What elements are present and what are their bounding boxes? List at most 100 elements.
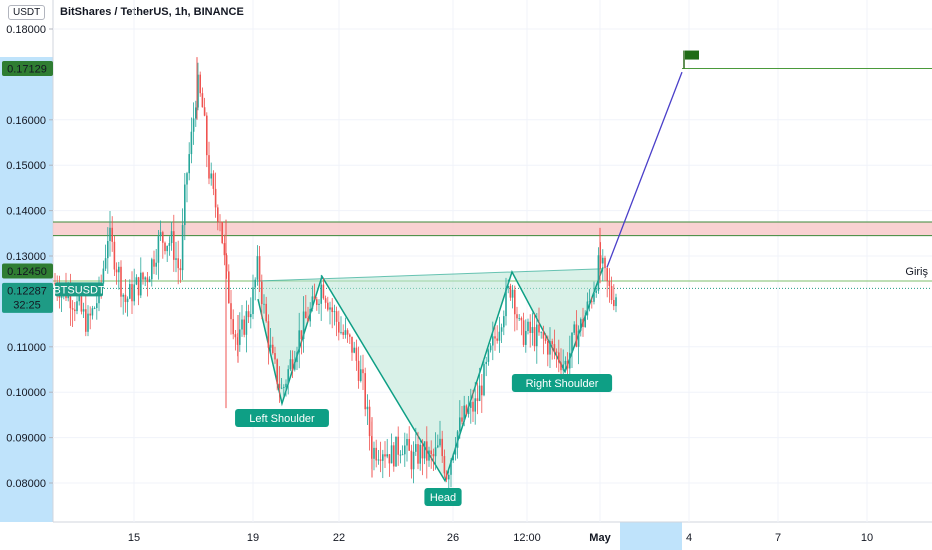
candle-body — [181, 225, 184, 271]
candle-body — [582, 319, 584, 327]
projection-line — [606, 71, 683, 268]
candle-body — [597, 255, 600, 291]
candle-body — [595, 290, 597, 293]
x-tick-label: 12:00 — [513, 532, 541, 544]
candle-body — [421, 444, 424, 459]
candle-body — [547, 340, 549, 355]
x-tick-label: 26 — [447, 532, 459, 544]
candle-body — [426, 441, 428, 461]
entry-price-badge-text: 0.12450 — [7, 266, 47, 278]
candle-body — [509, 285, 512, 298]
candle-body — [195, 107, 197, 119]
candle-body — [467, 407, 470, 415]
candle-body — [478, 385, 481, 402]
candle-body — [142, 272, 144, 280]
candle-body — [247, 311, 250, 318]
candle-body — [511, 289, 514, 298]
candle-body — [214, 188, 217, 208]
candle-body — [234, 334, 237, 338]
resistance-zone-fill[interactable] — [53, 221, 932, 236]
candle-body — [71, 308, 74, 310]
resistance-zone[interactable] — [53, 221, 932, 237]
candle-body — [503, 316, 505, 328]
x-tick-label: 15 — [128, 532, 140, 544]
time-axis[interactable]: 15 19 22 26 12:00 May 4 7 10 — [128, 532, 873, 544]
candle-body — [333, 311, 336, 313]
candle-body — [386, 454, 388, 457]
candle-body — [302, 311, 305, 340]
candle-body — [217, 207, 219, 222]
candle-body — [298, 330, 300, 353]
candle-body — [203, 107, 206, 116]
candle-body — [599, 255, 602, 264]
candle-body — [263, 303, 265, 305]
candle-body — [170, 231, 173, 244]
candle-body — [274, 353, 276, 360]
candle-body — [289, 359, 292, 370]
candle-body — [461, 417, 463, 422]
candle-body — [285, 383, 287, 388]
candle-body — [307, 318, 309, 322]
candle-body — [357, 360, 360, 381]
candle-body — [102, 268, 105, 284]
candle-body — [525, 331, 527, 345]
candle-body — [120, 266, 122, 297]
candle-body — [212, 173, 215, 189]
candle-body — [113, 241, 116, 270]
current-price-badge-countdown: 32:25 — [13, 299, 41, 311]
flag-icon[interactable] — [685, 50, 699, 60]
candle-body — [269, 344, 272, 348]
candle-body — [346, 330, 349, 335]
candle-body — [516, 314, 518, 319]
candle-body — [544, 338, 547, 341]
candle-body — [410, 450, 413, 470]
candle-body — [93, 307, 96, 309]
candle-body — [362, 369, 364, 374]
candle-body — [166, 245, 168, 252]
candle-body — [137, 277, 140, 296]
candle-body — [406, 438, 408, 446]
candle-body — [153, 259, 155, 267]
candle-body — [258, 256, 261, 282]
target-price-badge — [2, 61, 53, 77]
candle-body — [327, 302, 329, 310]
candle-body — [157, 236, 160, 263]
candle-body — [498, 331, 501, 341]
candle-body — [580, 319, 582, 331]
y-tick-label: 0.09000 — [6, 433, 46, 445]
candle-body — [335, 311, 338, 322]
currency-badge[interactable]: USDT — [8, 5, 46, 20]
candle-body — [360, 369, 362, 381]
candle-body — [164, 242, 166, 252]
candle-body — [470, 401, 472, 408]
candle-body — [373, 447, 375, 459]
candle-body — [533, 327, 536, 347]
candle-body — [456, 431, 459, 448]
grid — [53, 0, 932, 522]
pattern-label-badge — [235, 409, 329, 427]
candle-body — [250, 314, 252, 318]
price-axis[interactable]: 0.18000 0.16000 0.15000 0.14000 0.13000 0.110… — [2, 24, 53, 490]
candle-body — [500, 327, 503, 332]
candle-body — [608, 281, 611, 287]
x-tick-label: 10 — [861, 532, 873, 544]
candle-body — [450, 460, 452, 475]
pattern-label-badge — [424, 488, 462, 506]
candle-body — [415, 444, 417, 452]
candle-body — [553, 344, 556, 352]
candle-body — [342, 331, 344, 335]
candle-body — [261, 281, 263, 305]
candle-body — [390, 445, 393, 464]
candle-body — [221, 221, 223, 244]
candle-body — [412, 451, 415, 470]
time-range-highlight — [620, 522, 682, 550]
candle-body — [549, 341, 551, 355]
candle-body — [74, 309, 76, 312]
candle-body — [445, 473, 448, 480]
candle-body — [454, 447, 457, 455]
candle-body — [87, 313, 89, 332]
candle-body — [199, 74, 201, 94]
candle-body — [129, 284, 131, 299]
candle-body — [148, 279, 151, 283]
